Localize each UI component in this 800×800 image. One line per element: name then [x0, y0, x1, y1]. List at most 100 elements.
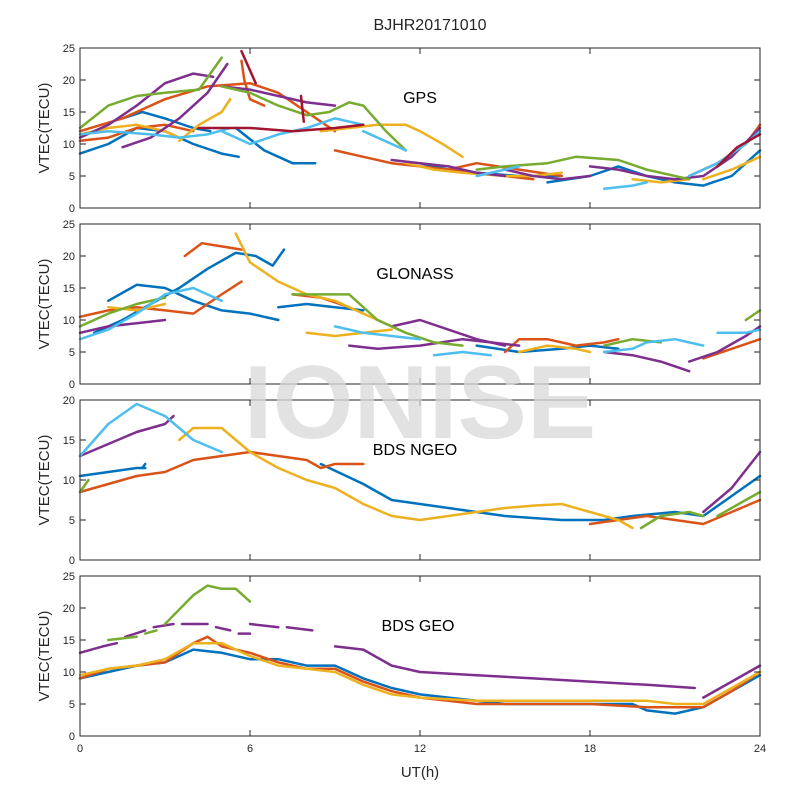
y-axis-label-gps: VTEC(TECU) [36, 83, 53, 174]
series-line-glonass-23 [78, 286, 223, 341]
series-line-bds-geo-12 [333, 645, 697, 690]
y-axis-label-bds-geo: VTEC(TECU) [36, 611, 53, 702]
panel-bds-geo: 0 5 10 15 20 25 0 6 12 18 24 VTEC(TECU) BDS GEO [36, 571, 766, 755]
series-line-bds-geo-6 [152, 622, 175, 629]
series-line-glonass-5 [78, 280, 243, 319]
y-tick-label-glonass-20: 20 [63, 251, 75, 263]
series-line-gps-22 [503, 168, 592, 181]
series-line-gps-34 [240, 49, 257, 85]
series-line-bds-geo-11 [285, 625, 314, 632]
series-line-gps-3 [234, 126, 317, 165]
series-line-gps-20 [220, 85, 337, 107]
series-line-glonass-26 [602, 337, 705, 354]
series-line-gps-35 [299, 94, 306, 123]
y-axis-label-bds-ngeo: VTEC(TECU) [36, 435, 53, 526]
series-line-gps-24 [78, 56, 223, 130]
series-line-gps-36 [716, 133, 762, 168]
series-line-bds-geo-14 [107, 635, 138, 642]
series-line-bds-geo-15 [143, 629, 158, 635]
series-line-gps-19 [121, 62, 229, 149]
series-line-glonass-20 [291, 293, 464, 347]
x-tick-label-6: 6 [247, 743, 253, 755]
y-tick-label-bds-geo-25: 25 [63, 571, 75, 583]
series-line-gps-23 [588, 126, 762, 181]
y-tick-label-bds-ngeo-10: 10 [63, 475, 75, 487]
series-line-glonass-6 [183, 241, 243, 258]
panel-annotation-gps: GPS [403, 90, 437, 107]
y-tick-label-bds-geo-5: 5 [69, 699, 75, 711]
series-line-glonass-25 [432, 350, 493, 357]
y-tick-label-glonass-10: 10 [63, 315, 75, 327]
y-tick-label-gps-20: 20 [63, 75, 75, 87]
series-line-gps-16 [631, 177, 691, 184]
y-tick-label-bds-geo-0: 0 [69, 731, 75, 743]
y-tick-label-gps-15: 15 [63, 107, 75, 119]
series-line-glonass-1 [107, 283, 280, 322]
series-line-bds-ngeo-12 [78, 402, 223, 458]
series-line-bds-geo-3 [78, 641, 762, 706]
series-line-bds-ngeo-7 [78, 414, 175, 458]
panel-annotation-glonass: GLONASS [376, 266, 453, 283]
series-line-bds-ngeo-11 [716, 490, 762, 518]
y-tick-label-glonass-25: 25 [63, 219, 75, 231]
series-line-bds-ngeo-2 [141, 462, 147, 470]
series-line-glonass-19 [78, 296, 167, 328]
series-line-glonass-4 [475, 344, 620, 354]
x-tick-label-12: 12 [414, 743, 426, 755]
y-tick-label-glonass-5: 5 [69, 347, 75, 359]
series-line-gps-25 [220, 85, 408, 152]
series-line-bds-geo-16 [163, 584, 252, 626]
x-tick-label-0: 0 [77, 743, 83, 755]
y-tick-label-gps-10: 10 [63, 139, 75, 151]
series-line-bds-geo-1 [78, 648, 762, 715]
panels: 0 5 10 15 20 25 VTEC(TECU) GPS 0 5 10 15 20 25 VTEC(TE… [36, 43, 766, 755]
series-line-glonass-8 [503, 337, 620, 354]
figure-title: BJHR20171010 [374, 17, 487, 34]
y-tick-label-gps-25: 25 [63, 43, 75, 55]
series-line-bds-geo-8 [214, 625, 232, 632]
series-line-glonass-12 [305, 328, 393, 338]
panel-annotation-bds-geo: BDS GEO [382, 618, 455, 635]
y-tick-label-bds-ngeo-15: 15 [63, 435, 75, 447]
series-line-glonass-24 [333, 325, 422, 341]
series-line-gps-13 [177, 97, 232, 143]
x-tick-label-18: 18 [584, 743, 596, 755]
series-line-bds-geo-4 [78, 641, 119, 655]
series-group-glonass [78, 232, 762, 373]
series-line-gps-5 [546, 149, 762, 187]
series-line-glonass-13 [517, 344, 592, 354]
y-tick-label-bds-ngeo-5: 5 [69, 515, 75, 527]
series-line-gps-29 [362, 129, 408, 152]
series-line-bds-ngeo-9 [78, 478, 90, 494]
panel-glonass: 0 5 10 15 20 25 VTEC(TECU) GLONASS [36, 219, 762, 391]
series-line-gps-33 [197, 123, 365, 133]
series-line-glonass-27 [716, 328, 762, 335]
series-group-bds-geo [78, 584, 762, 715]
series-line-glonass-10 [107, 302, 167, 312]
series-line-glonass-16 [390, 318, 507, 347]
panel-bds-ngeo: 0 5 10 15 20 VTEC(TECU) BDS NGEO [36, 395, 762, 567]
panel-annotation-bds-ngeo: BDS NGEO [373, 442, 457, 459]
series-line-bds-ngeo-6 [177, 426, 634, 530]
series-line-glonass-22 [744, 309, 762, 322]
x-tick-label-24: 24 [754, 743, 766, 755]
y-tick-label-gps-5: 5 [69, 171, 75, 183]
series-line-bds-ngeo-1 [78, 466, 147, 478]
series-line-bds-geo-13 [702, 664, 762, 699]
series-group-bds-ngeo [78, 402, 762, 530]
series-line-glonass-17 [602, 350, 691, 373]
y-tick-label-glonass-15: 15 [63, 283, 75, 295]
y-tick-label-bds-geo-15: 15 [63, 635, 75, 647]
series-line-glonass-3 [277, 302, 365, 312]
y-tick-label-gps-0: 0 [69, 203, 75, 215]
series-line-gps-27 [78, 126, 232, 139]
series-line-bds-ngeo-10 [639, 510, 705, 530]
series-line-bds-ngeo-8 [702, 450, 762, 514]
series-line-gps-17 [702, 155, 762, 181]
series-line-gps-7 [78, 123, 195, 143]
series-line-bds-geo-10 [248, 622, 280, 629]
series-line-gps-30 [475, 165, 521, 178]
series-line-glonass-2 [92, 248, 286, 335]
y-tick-label-bds-geo-10: 10 [63, 667, 75, 679]
